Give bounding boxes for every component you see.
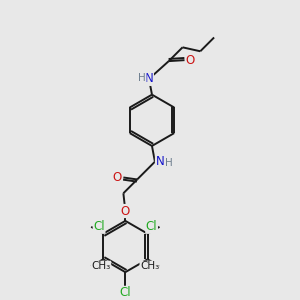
Text: O: O	[121, 205, 130, 218]
Text: N: N	[145, 72, 153, 86]
Text: Cl: Cl	[146, 220, 158, 233]
Text: N: N	[155, 155, 164, 168]
Text: O: O	[186, 54, 195, 67]
Text: Cl: Cl	[93, 220, 105, 233]
Text: CH₃: CH₃	[92, 261, 111, 271]
Text: H: H	[165, 158, 172, 168]
Text: CH₃: CH₃	[140, 261, 159, 271]
Text: Cl: Cl	[119, 286, 131, 299]
Text: O: O	[113, 171, 122, 184]
Text: H: H	[138, 73, 146, 83]
